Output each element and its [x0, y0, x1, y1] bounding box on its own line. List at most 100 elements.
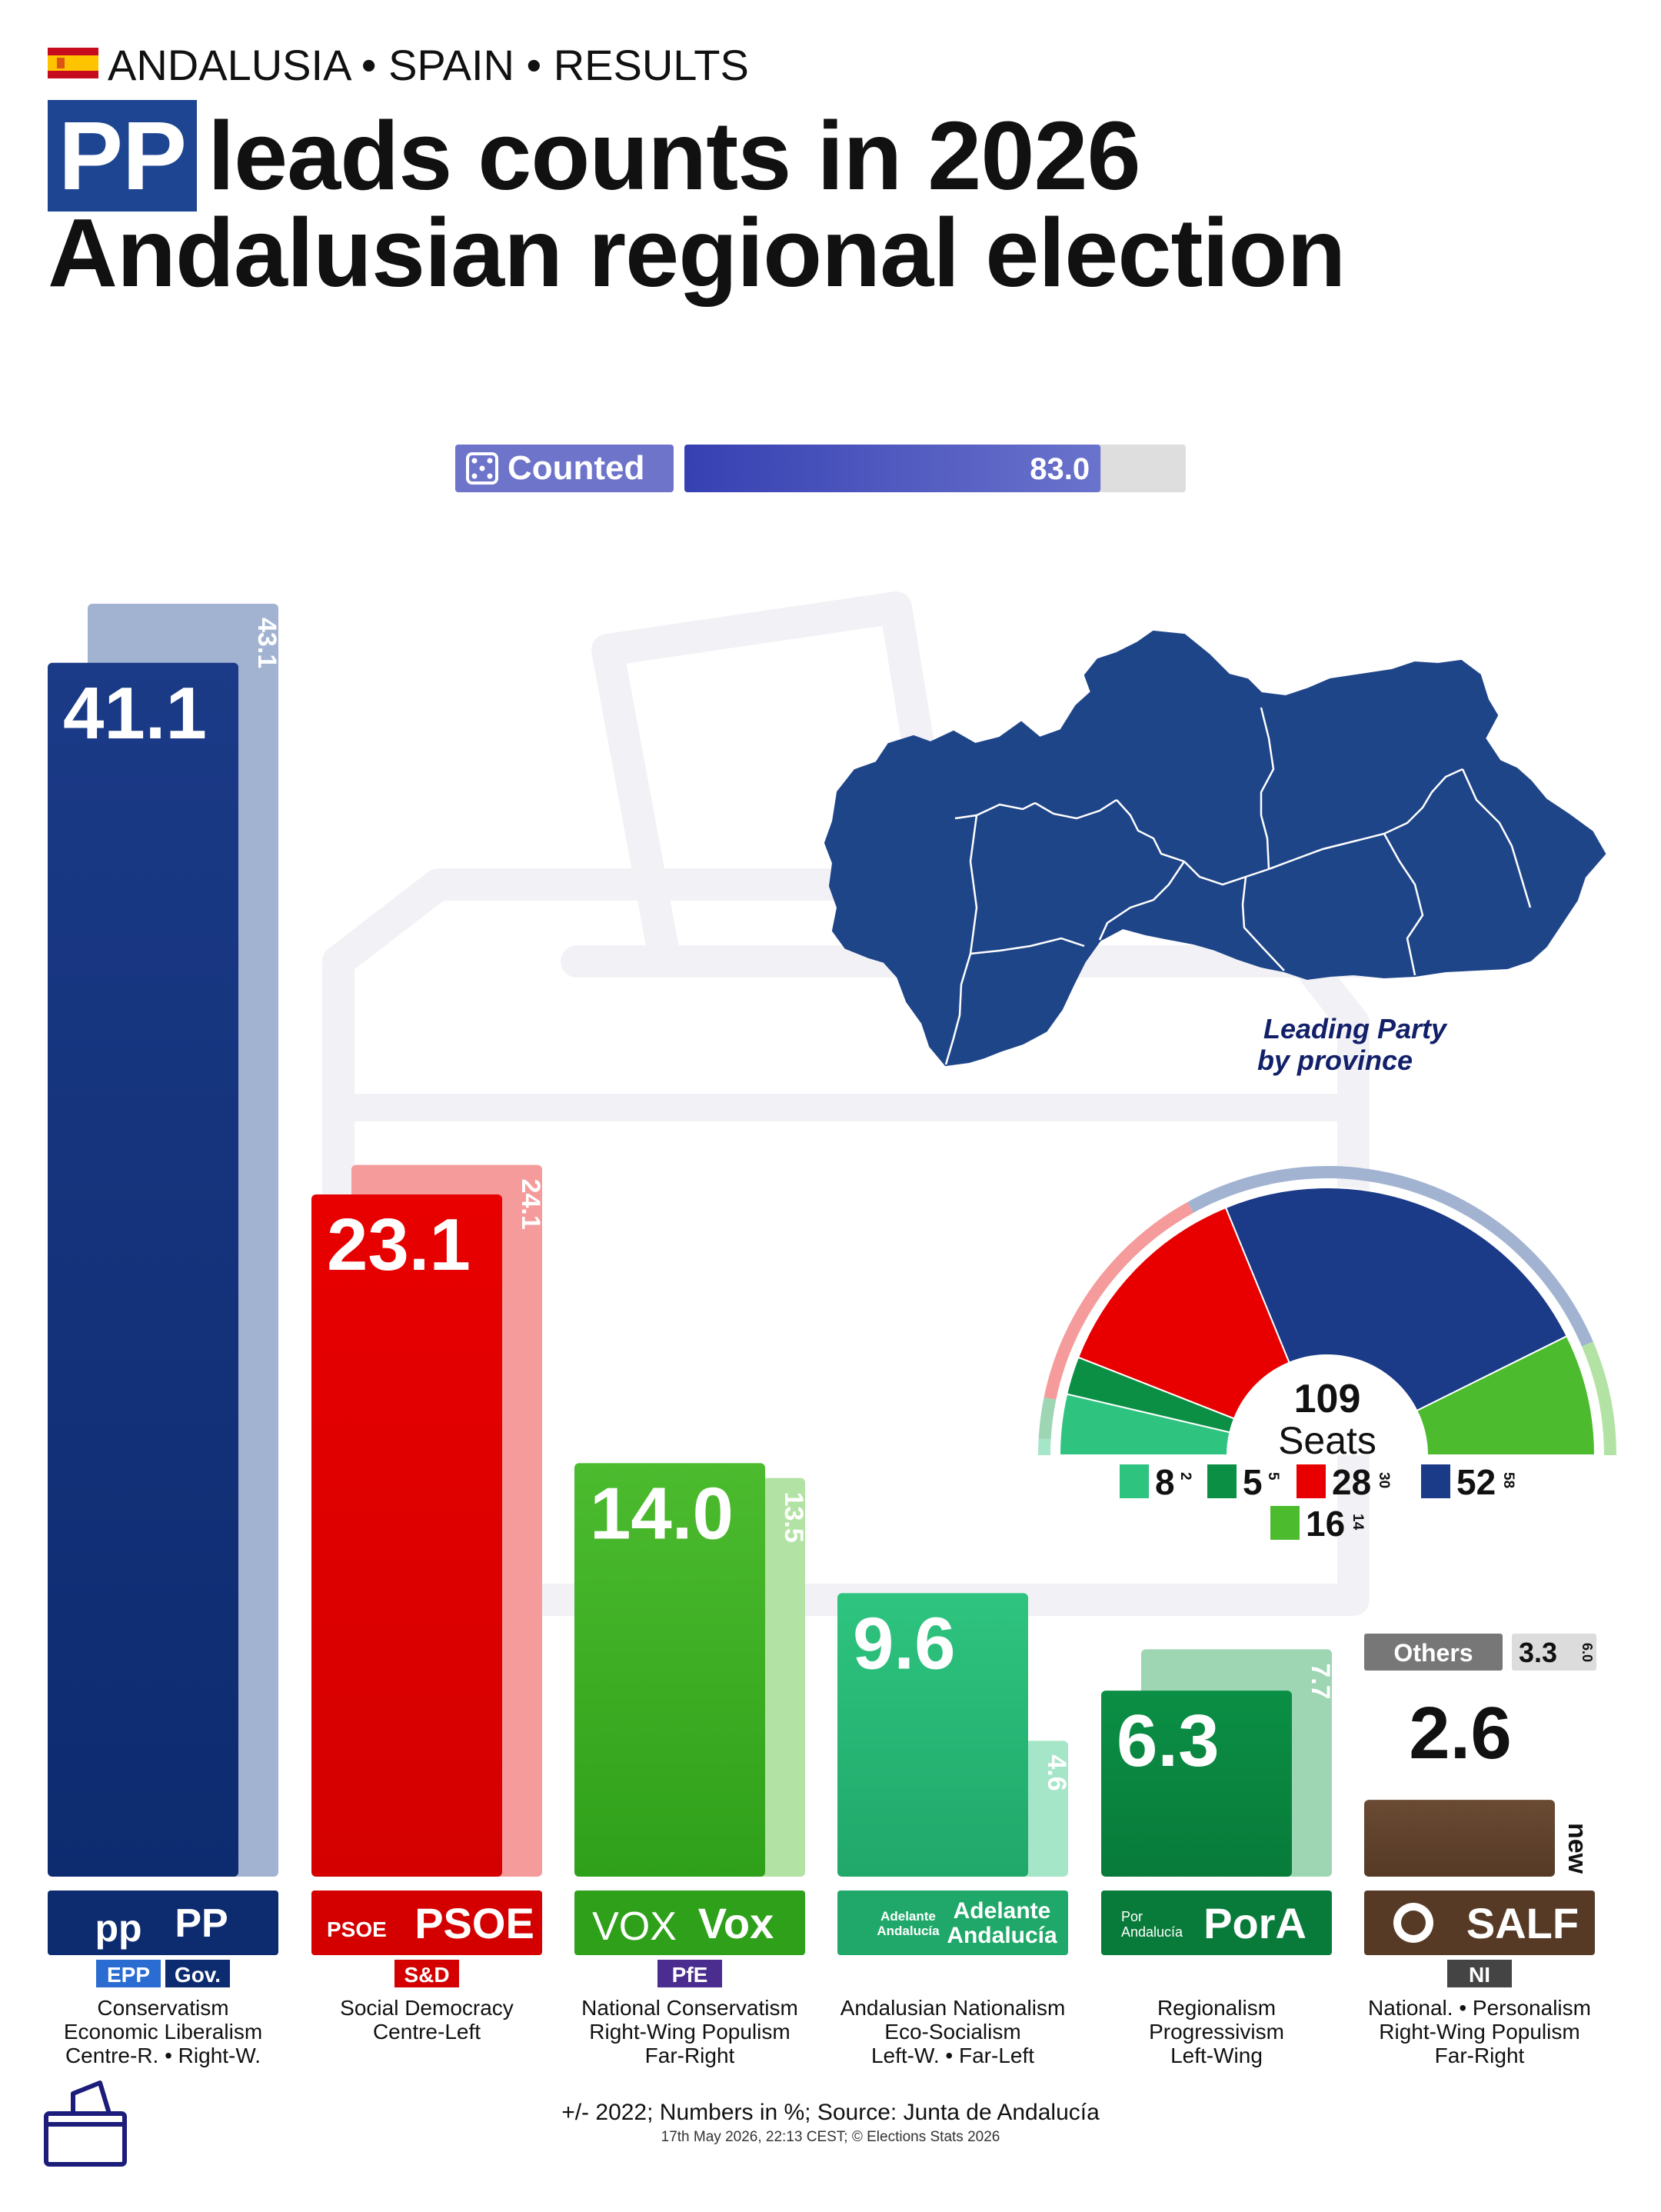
group-tag-label: EPP: [107, 1963, 150, 1987]
ideology-line: Regionalism: [1157, 1996, 1276, 2020]
counted-fill: [684, 445, 1101, 492]
bar-1: [311, 1194, 502, 1877]
legend-seats: 16: [1306, 1504, 1345, 1544]
seats-label: Seats: [1278, 1419, 1376, 1462]
ideology-line: Economic Liberalism: [64, 2020, 262, 2044]
legend-swatch: [1207, 1464, 1237, 1498]
legend-seats: 8: [1155, 1462, 1175, 1502]
party-logo: PSOE: [327, 1917, 387, 1941]
bar-value-2: 14.0: [590, 1472, 734, 1554]
bar-5: [1364, 1800, 1555, 1877]
seats-legend-item-4: 16 14: [1270, 1504, 1366, 1544]
ideology-line: National. • Personalism: [1368, 1996, 1591, 2020]
legend-swatch: [1120, 1464, 1149, 1498]
seat-segment-4: [1416, 1334, 1596, 1456]
ideology-line: Social Democracy: [340, 1996, 514, 2020]
map-caption-line2: by province: [1257, 1044, 1413, 1076]
province-border: [1383, 833, 1424, 976]
ideology-line: Eco-Socialism: [884, 2020, 1020, 2044]
seat-ring-4: [1582, 1341, 1616, 1455]
province-border: [1116, 799, 1185, 863]
legend-swatch: [1421, 1464, 1450, 1498]
ideology-line: Right-Wing Populism: [589, 2020, 790, 2044]
group-tag: [96, 1960, 161, 1987]
counted-value: 83.0: [1030, 452, 1090, 486]
seats-legend-item-3: 52 58: [1421, 1462, 1516, 1502]
seat-ring-0: [1038, 1438, 1051, 1455]
legend-prev: 14: [1350, 1514, 1366, 1531]
bar-0: [48, 662, 238, 1877]
party-label-3: AdelanteAndalucíaAdelanteAndalucíaAndalu…: [837, 1891, 1068, 2067]
party-name: PorA: [1203, 1899, 1306, 1947]
party-name: PSOE: [414, 1899, 534, 1947]
others-label: Others: [1393, 1639, 1473, 1667]
bar-prev-label-2: 13.5: [779, 1492, 808, 1543]
party-logo: Andalucía: [877, 1924, 940, 1938]
province-border: [954, 801, 1036, 820]
ideology-line: Left-W. • Far-Left: [871, 2044, 1034, 2067]
ideology-line: Right-Wing Populism: [1379, 2020, 1579, 2044]
bar-prev-label-0: 43.1: [252, 618, 281, 668]
squirrel-logo-icon: [1393, 1903, 1433, 1943]
party-badge: [837, 1891, 1068, 1955]
counted-indicator: Counted 83.0: [455, 445, 1186, 492]
province-border: [1241, 876, 1285, 971]
party-badge: [311, 1891, 542, 1955]
province-border: [1034, 798, 1117, 820]
ideology-line: Conservatism: [97, 1996, 228, 2020]
bar-3: [837, 1593, 1028, 1877]
ideology-line: Far-Right: [1435, 2044, 1525, 2067]
counted-label-box: [455, 445, 674, 492]
party-logo: pp: [95, 1907, 141, 1950]
party-name: SALF: [1466, 1899, 1579, 1947]
spain-flag-icon: [48, 48, 98, 78]
party-badge: [1101, 1891, 1332, 1955]
title-line1-text: leads counts in 2026: [208, 102, 1140, 210]
bar-prev-label-3: 4.6: [1042, 1754, 1071, 1791]
map-caption-line1: Leading Party: [1263, 1013, 1448, 1044]
province-border: [969, 815, 978, 954]
bar-value-1: 23.1: [327, 1204, 471, 1286]
page-title-line2: Andalusian regional election: [48, 198, 1346, 307]
ideology-line: Centre-R. • Right-W.: [65, 2044, 261, 2067]
party-logo: Adelante: [880, 1909, 936, 1924]
header-kicker: ANDALUSIA • SPAIN • RESULTS: [108, 41, 749, 89]
ideology-line: Andalusian Nationalism: [840, 1996, 1066, 2020]
bar-value-0: 41.1: [63, 672, 207, 755]
party-badge: [574, 1891, 805, 1955]
group-tag: [657, 1960, 722, 1987]
others-label-box: [1364, 1634, 1503, 1671]
legend-swatch: [1270, 1506, 1300, 1540]
bar-prev-label-1: 24.1: [516, 1179, 545, 1230]
group-tag: [165, 1960, 230, 1987]
party-name: Vox: [698, 1899, 774, 1947]
ideology-line: National Conservatism: [581, 1996, 798, 2020]
bar-value-3: 9.6: [853, 1602, 955, 1684]
party-name: Andalucía: [947, 1923, 1057, 1948]
legend-prev: 5: [1265, 1472, 1281, 1481]
title-highlight: PP: [48, 100, 198, 212]
legend-swatch: [1297, 1464, 1326, 1498]
party-logo: Por: [1121, 1909, 1143, 1924]
group-tag-label: NI: [1469, 1963, 1490, 1987]
seats-total: 109: [1294, 1377, 1361, 1421]
bar-prev-label-4: 7.7: [1306, 1663, 1335, 1699]
seat-ring-3: [1187, 1166, 1593, 1347]
party-name: PP: [175, 1901, 228, 1946]
group-tag: [1447, 1960, 1512, 1987]
ideology-line: Progressivism: [1149, 2020, 1284, 2044]
others-value-box: [1512, 1634, 1596, 1671]
others-prev: 6.0: [1579, 1643, 1595, 1662]
ballot-box-icon: [44, 2080, 127, 2167]
province-border: [1183, 861, 1270, 886]
party-badge: [48, 1891, 278, 1955]
footer-source: +/- 2022; Numbers in %; Source: Junta de…: [561, 2100, 1100, 2125]
bar-value-4: 6.3: [1117, 1700, 1219, 1782]
